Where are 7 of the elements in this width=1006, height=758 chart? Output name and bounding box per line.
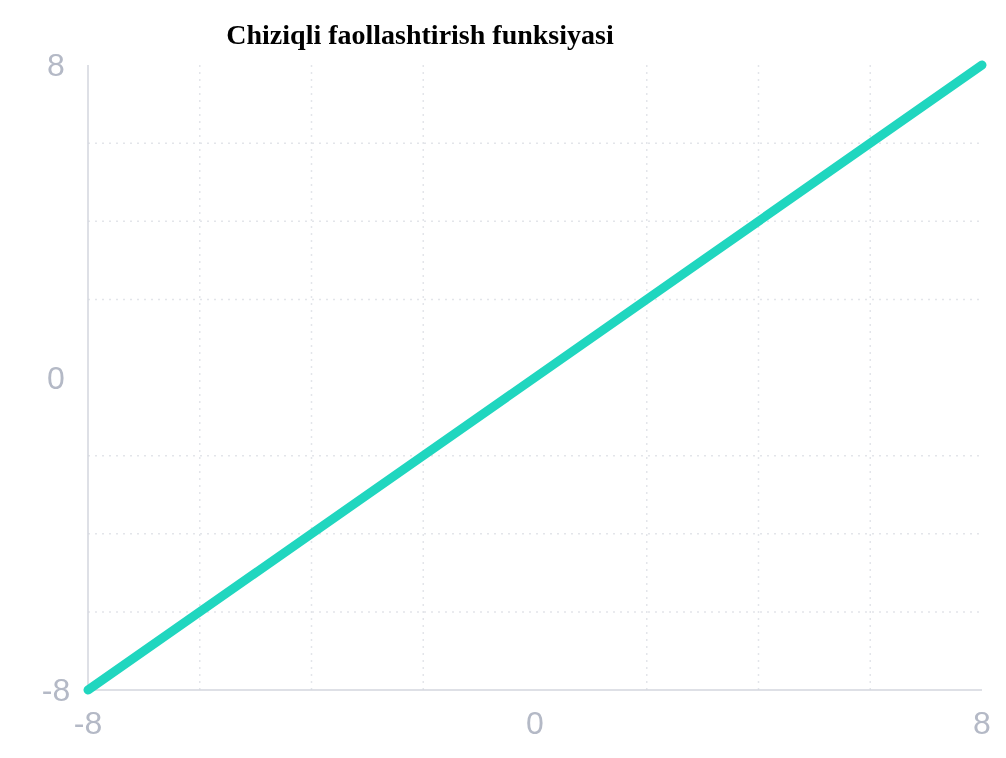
- y-tick-label: -8: [41, 672, 71, 709]
- chart-title: Chiziqli faollashtirish funksiyasi: [226, 19, 614, 50]
- x-tick-label: -8: [73, 705, 103, 741]
- y-tick-label: 0: [47, 359, 65, 396]
- x-tick-label: 8: [973, 705, 991, 741]
- y-tick-label: 8: [47, 47, 65, 84]
- x-tick-label: 0: [526, 705, 544, 741]
